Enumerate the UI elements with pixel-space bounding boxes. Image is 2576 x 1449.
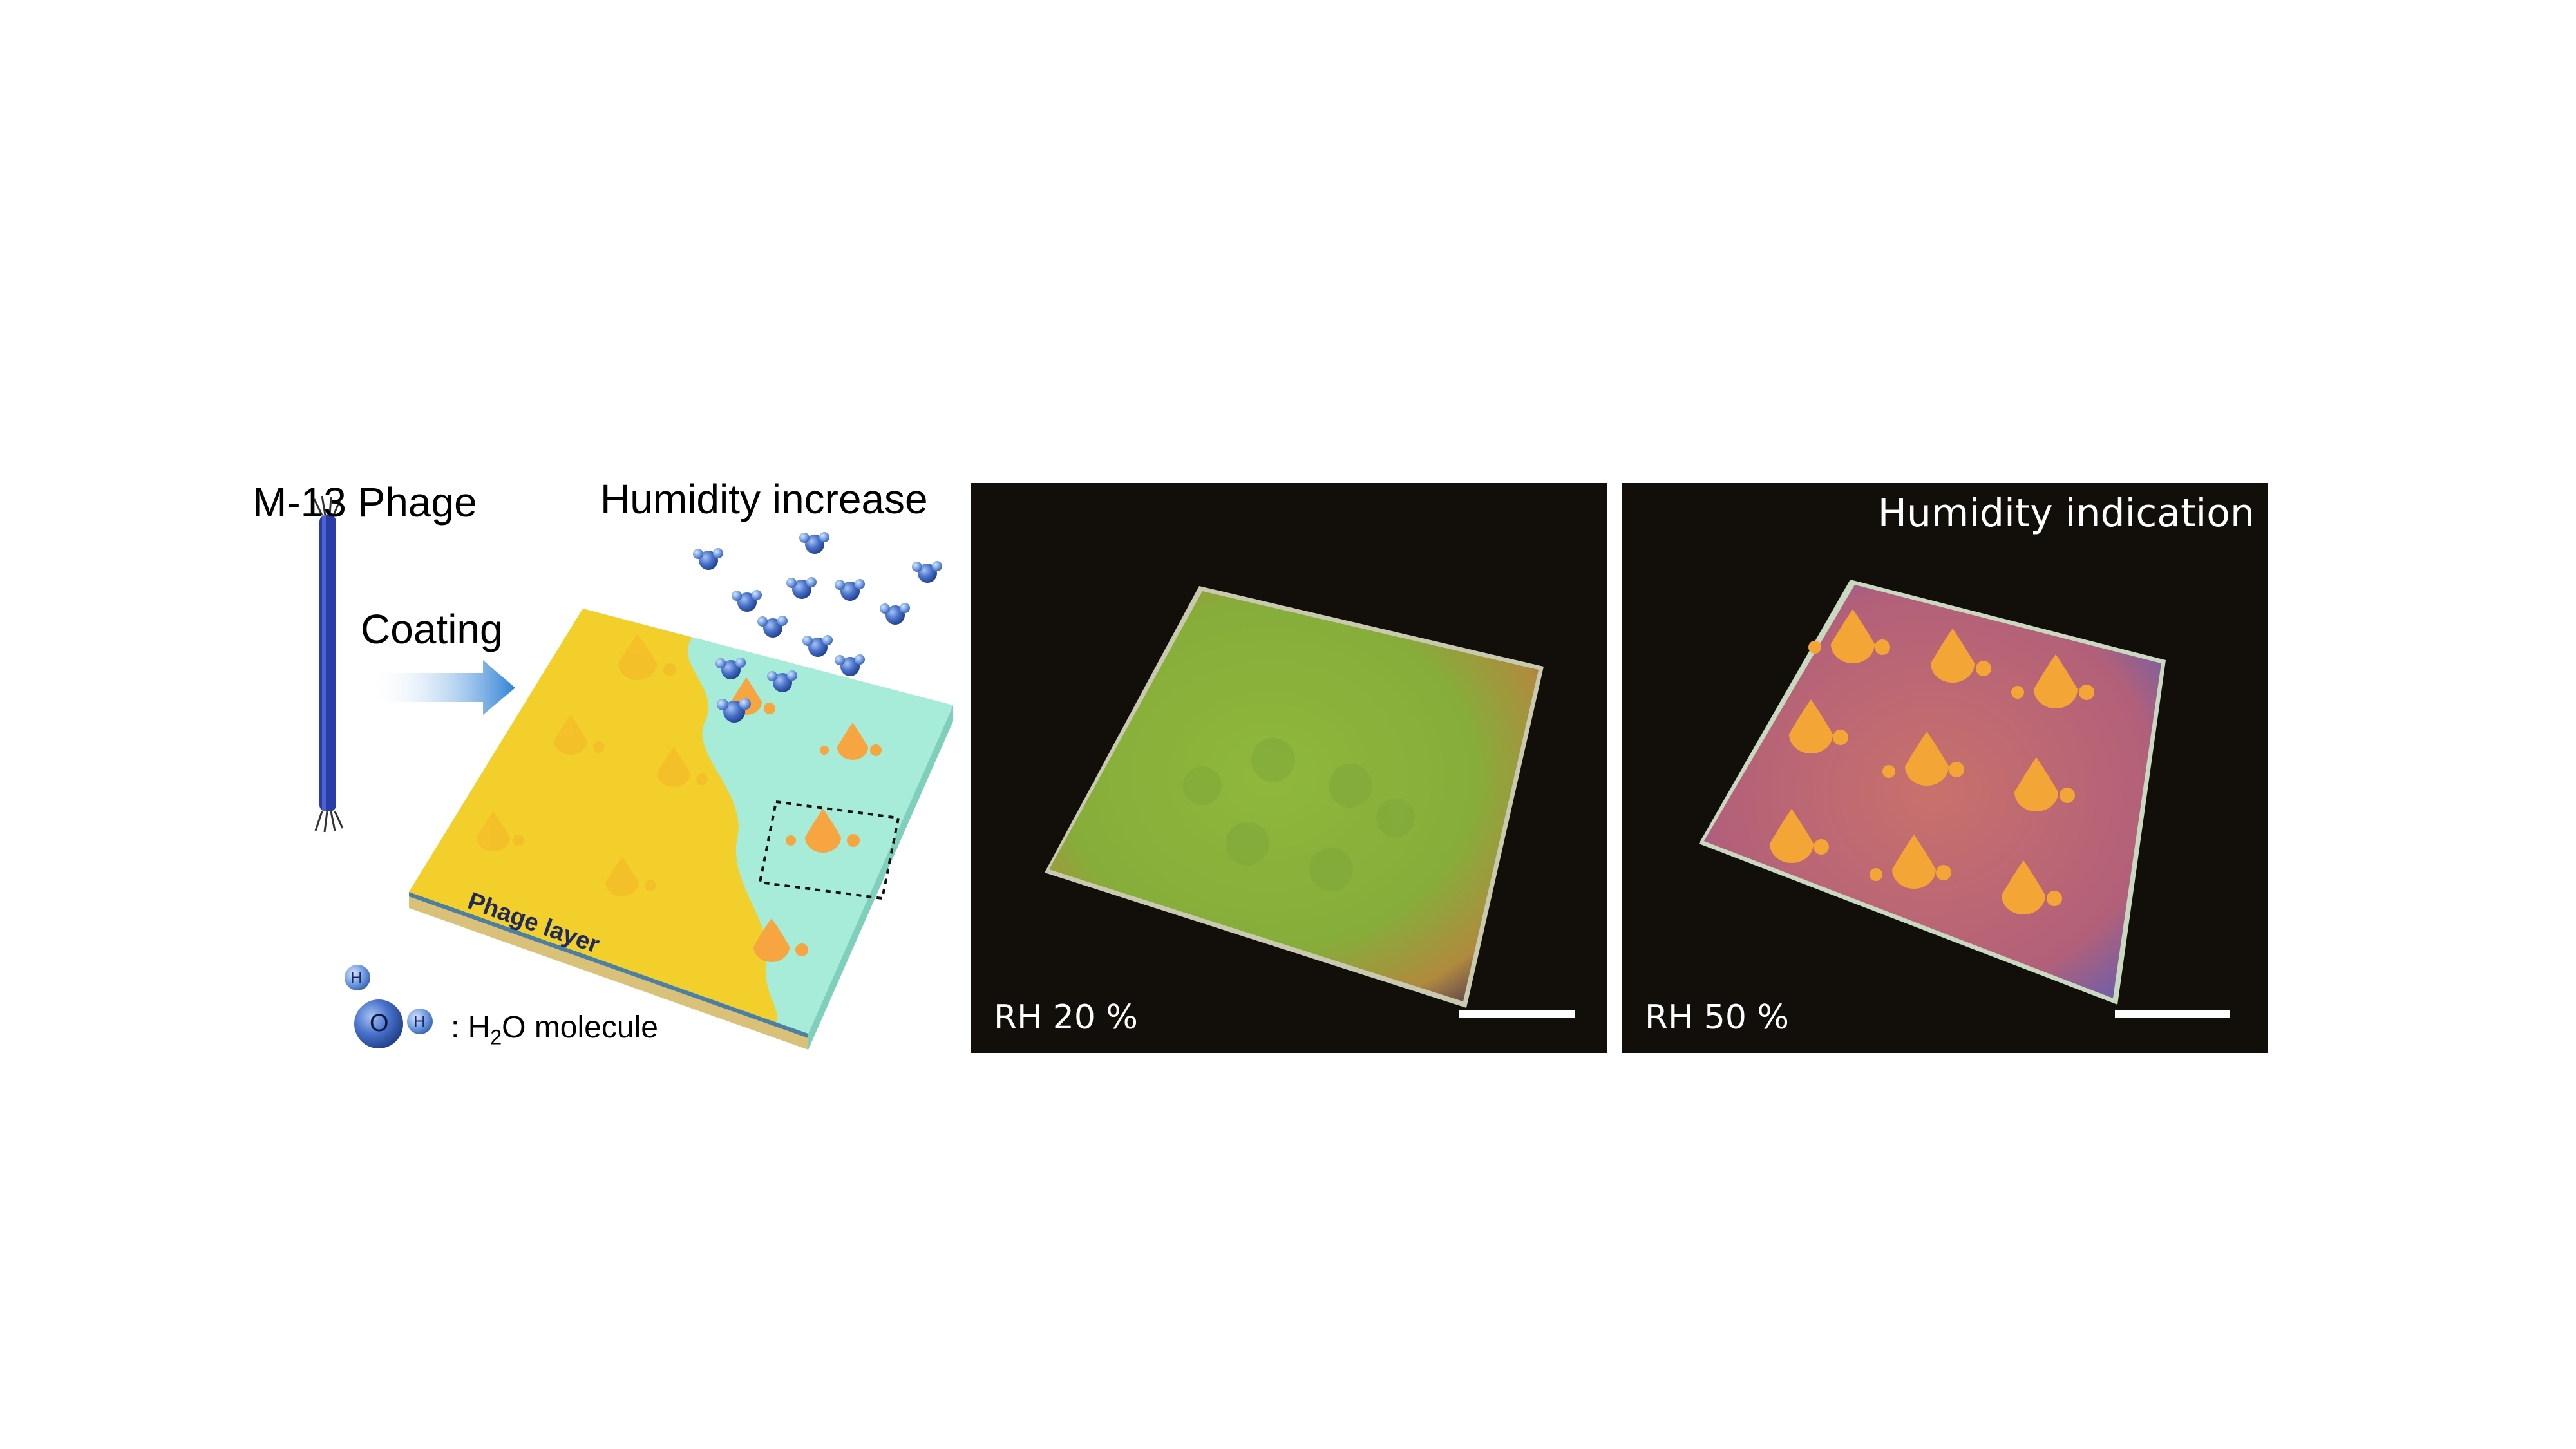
schematic-panel: M-13 Phage Humidity increase Coating Pha… (0, 0, 966, 1449)
photo-rh20: RH 20 % (971, 483, 1607, 1053)
photo-rh50-title: Humidity indication (1877, 491, 2255, 536)
coating-arrow-icon (370, 660, 515, 715)
coating-label: Coating (361, 606, 503, 652)
legend-text-subscript: 2 (490, 1025, 502, 1049)
legend-text-prefix: : H (451, 1010, 491, 1045)
photo-rh50-caption: RH 50 % (1645, 998, 1789, 1037)
water-molecules (693, 532, 942, 723)
legend-atom-h-top: H (350, 968, 363, 987)
droplet-patterns (731, 677, 882, 962)
phage-label: M-13 Phage (252, 479, 477, 526)
film-sample-dry (1045, 586, 1544, 1008)
dry-film-region (409, 609, 777, 1022)
photo-rh20-caption: RH 20 % (994, 998, 1138, 1037)
legend-molecule-icon (345, 965, 433, 1048)
phage-rod-icon (313, 495, 344, 833)
legend-text-suffix: O molecule (502, 1010, 658, 1045)
slab-right-edge (808, 705, 953, 1050)
visible-droplets (1770, 609, 2094, 914)
photo-rh50-scale-bar (2115, 1010, 2230, 1018)
faint-droplet-patterns (477, 634, 708, 896)
schematic-drawing (313, 495, 953, 1050)
humidity-label: Humidity increase (600, 476, 928, 522)
legend-atom-o: O (370, 1010, 389, 1037)
film-sample-wet (1699, 580, 2166, 1005)
legend-text: : H2O molecule (451, 1010, 658, 1050)
photo-rh50: Humidity indication RH 50 % (1622, 483, 2268, 1053)
legend-atom-h-right: H (413, 1012, 426, 1031)
photo-rh20-scale-bar (1459, 1010, 1575, 1018)
